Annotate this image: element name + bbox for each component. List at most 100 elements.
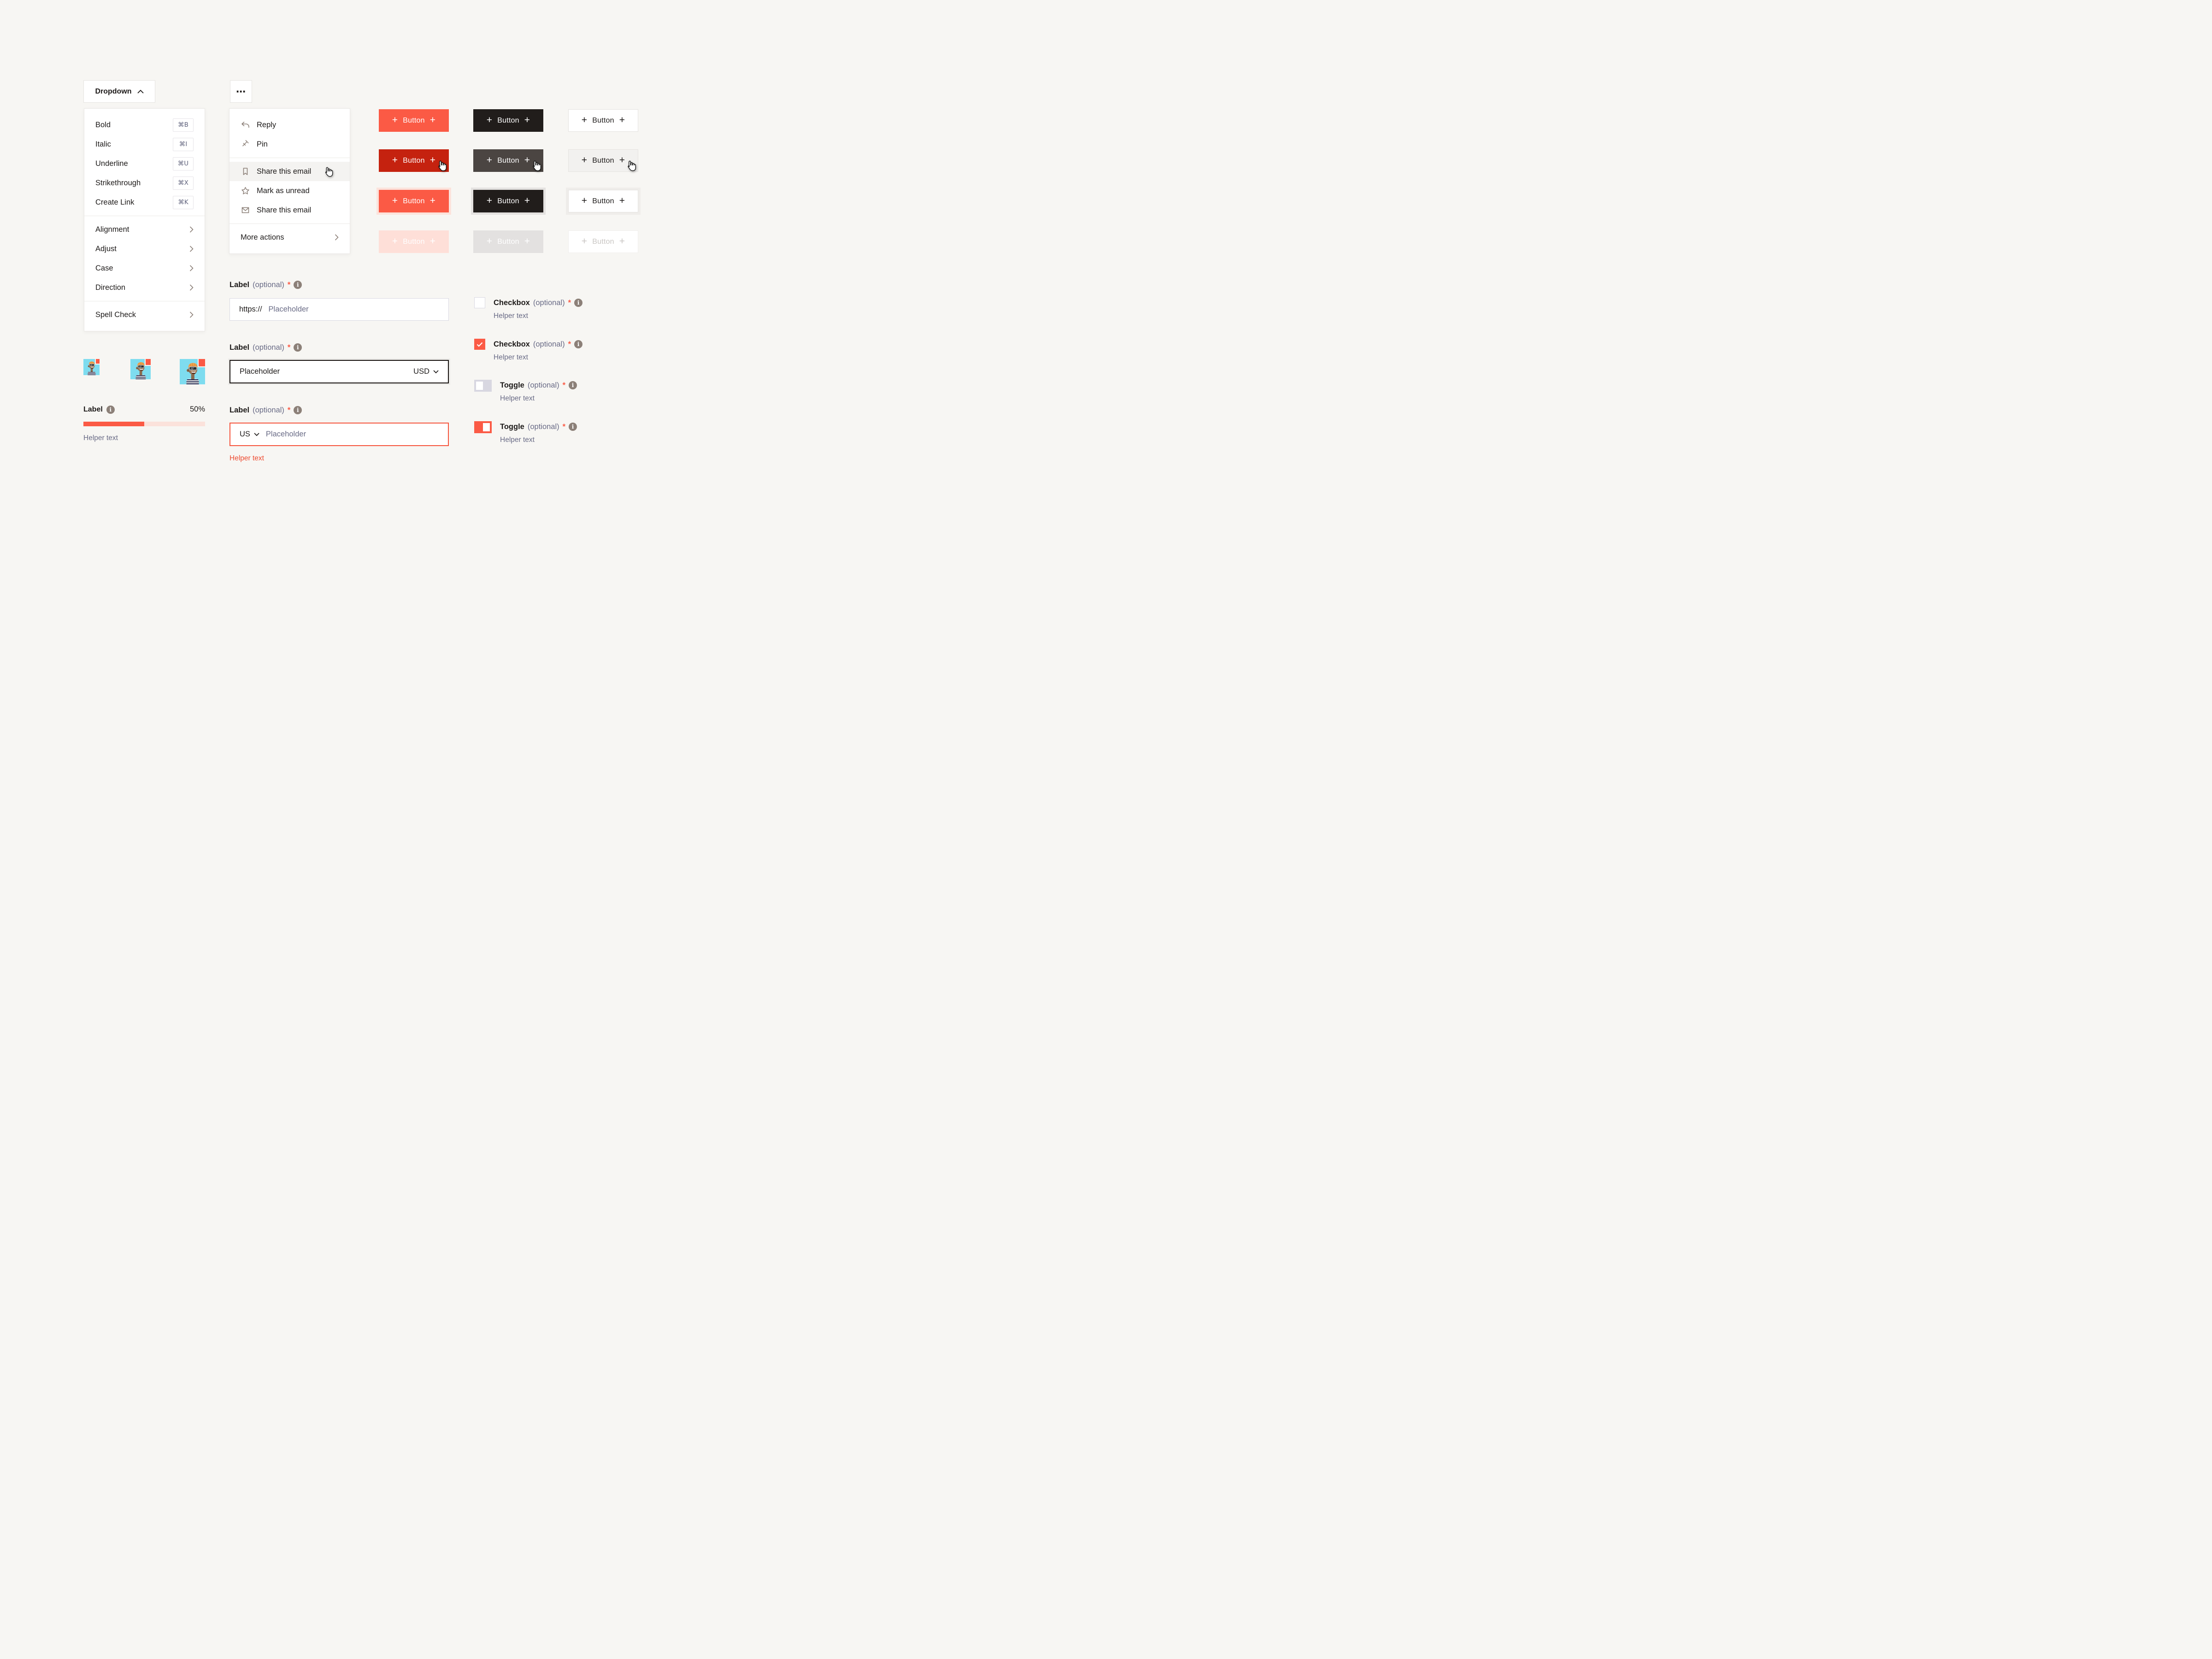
dark-button-default[interactable]: + Button +: [473, 109, 543, 132]
chevron-right-icon: [189, 265, 194, 271]
pin-icon: [242, 140, 249, 147]
info-icon[interactable]: i: [574, 340, 583, 348]
button-label: Button: [592, 116, 614, 124]
info-icon[interactable]: i: [569, 423, 577, 431]
menu-item-mark-as-unread[interactable]: Mark as unread: [229, 181, 350, 200]
required-asterisk: *: [562, 381, 566, 389]
phone-input[interactable]: US Placeholder: [229, 423, 449, 446]
menu-item-label: More actions: [241, 233, 284, 241]
button-label: Button: [403, 156, 425, 165]
chevron-right-icon: [335, 234, 339, 241]
component-sheet: Dropdown Bold ⌘B Italic ⌘I Underline ⌘U …: [0, 0, 723, 542]
menu-item-label: Spell Check: [95, 310, 136, 319]
star-icon: [241, 187, 249, 194]
menu-item-label: Pin: [257, 140, 268, 148]
info-icon[interactable]: i: [294, 281, 302, 289]
menu-item-italic[interactable]: Italic ⌘I: [84, 135, 205, 154]
email-actions-menu: Reply Pin Share this email Mark as unrea…: [229, 108, 350, 254]
plus-icon: +: [392, 195, 398, 206]
helper-text: Helper text: [494, 353, 528, 361]
ape-avatar-image: [130, 359, 151, 379]
dropdown-button[interactable]: Dropdown: [83, 80, 155, 103]
menu-item-label: Underline: [95, 159, 128, 168]
info-icon[interactable]: i: [574, 299, 583, 307]
shortcut-badge: ⌘I: [173, 137, 194, 151]
menu-item-label: Direction: [95, 283, 126, 292]
country-select[interactable]: US: [240, 430, 259, 439]
menu-item-label: Create Link: [95, 198, 135, 206]
dark-button-focus[interactable]: + Button +: [473, 190, 543, 212]
button-label: Button: [497, 237, 519, 246]
hand-cursor-icon: [438, 160, 447, 171]
field-label-row: Checkbox (optional) * i: [494, 297, 583, 308]
url-input[interactable]: https:// Placeholder: [229, 298, 449, 321]
hand-cursor-icon: [628, 160, 636, 171]
menu-item-reply[interactable]: Reply: [229, 115, 350, 135]
primary-button-default[interactable]: + Button +: [379, 109, 449, 132]
plus-icon: +: [429, 155, 436, 165]
menu-item-label: Case: [95, 264, 113, 272]
plus-icon: +: [524, 115, 530, 125]
error-helper-text: Helper text: [229, 454, 264, 462]
chevron-right-icon: [189, 246, 194, 252]
shortcut-badge: ⌘U: [173, 157, 194, 171]
plus-icon: +: [581, 236, 588, 247]
dark-button-hover[interactable]: + Button +: [473, 149, 543, 172]
menu-item-direction[interactable]: Direction: [84, 278, 205, 297]
menu-item-spell-check[interactable]: Spell Check: [84, 305, 205, 324]
menu-item-more-actions[interactable]: More actions: [229, 228, 350, 247]
required-asterisk: *: [562, 422, 566, 431]
plus-icon: +: [486, 155, 493, 165]
optional-tag: (optional): [527, 422, 559, 431]
menu-item-case[interactable]: Case: [84, 259, 205, 278]
progress-bar: [83, 422, 205, 426]
hand-cursor-icon: [325, 167, 333, 177]
menu-item-bold[interactable]: Bold ⌘B: [84, 115, 205, 135]
chevron-up-icon: [137, 89, 144, 94]
plus-icon: +: [429, 115, 436, 125]
more-options-button[interactable]: ⋯: [230, 80, 252, 103]
menu-item-pin[interactable]: Pin: [229, 135, 350, 154]
info-icon[interactable]: i: [294, 343, 302, 352]
primary-button-hover[interactable]: + Button +: [379, 149, 449, 172]
currency-input[interactable]: Placeholder USD: [229, 360, 449, 383]
menu-item-label: Adjust: [95, 244, 117, 253]
progress-header: Label i 50%: [83, 405, 205, 414]
toggle-on[interactable]: [474, 421, 492, 433]
info-icon[interactable]: i: [294, 406, 302, 414]
menu-item-label: Reply: [257, 120, 276, 129]
required-asterisk: *: [568, 340, 571, 348]
primary-button-focus[interactable]: + Button +: [379, 190, 449, 212]
menu-item-create-link[interactable]: Create Link ⌘K: [84, 193, 205, 212]
info-icon[interactable]: i: [106, 405, 115, 414]
menu-item-alignment[interactable]: Alignment: [84, 220, 205, 239]
country-code: US: [240, 430, 250, 438]
menu-item-underline[interactable]: Underline ⌘U: [84, 154, 205, 173]
toggle-knob: [483, 423, 490, 431]
chevron-right-icon: [189, 226, 194, 233]
menu-item-strikethrough[interactable]: Strikethrough ⌘X: [84, 173, 205, 193]
plus-icon: +: [619, 155, 625, 165]
ape-avatar-image: [83, 359, 100, 375]
toggle-off[interactable]: [474, 380, 492, 392]
menu-item-adjust[interactable]: Adjust: [84, 239, 205, 259]
required-asterisk: *: [568, 298, 571, 307]
outline-button-default[interactable]: + Button +: [568, 109, 638, 132]
menu-item-label: Share this email: [257, 167, 312, 176]
outline-button-focus[interactable]: + Button +: [568, 190, 638, 212]
bookmark-icon: [243, 168, 248, 175]
currency-select[interactable]: USD: [413, 367, 439, 376]
required-asterisk: *: [287, 406, 291, 414]
checkbox-unchecked[interactable]: [474, 297, 485, 308]
field-label-row: Label (optional) * i: [229, 405, 302, 416]
progress-fill: [83, 422, 144, 426]
outline-button-hover[interactable]: + Button +: [568, 149, 638, 172]
info-icon[interactable]: i: [569, 381, 577, 389]
button-label: Button: [592, 156, 614, 165]
menu-item-share-this-email-envelope[interactable]: Share this email: [229, 200, 350, 220]
checkbox-checked[interactable]: [474, 339, 485, 350]
button-label: Button: [592, 237, 614, 246]
optional-tag: (optional): [253, 343, 284, 352]
helper-text: Helper text: [500, 436, 535, 444]
plus-icon: +: [429, 236, 436, 247]
